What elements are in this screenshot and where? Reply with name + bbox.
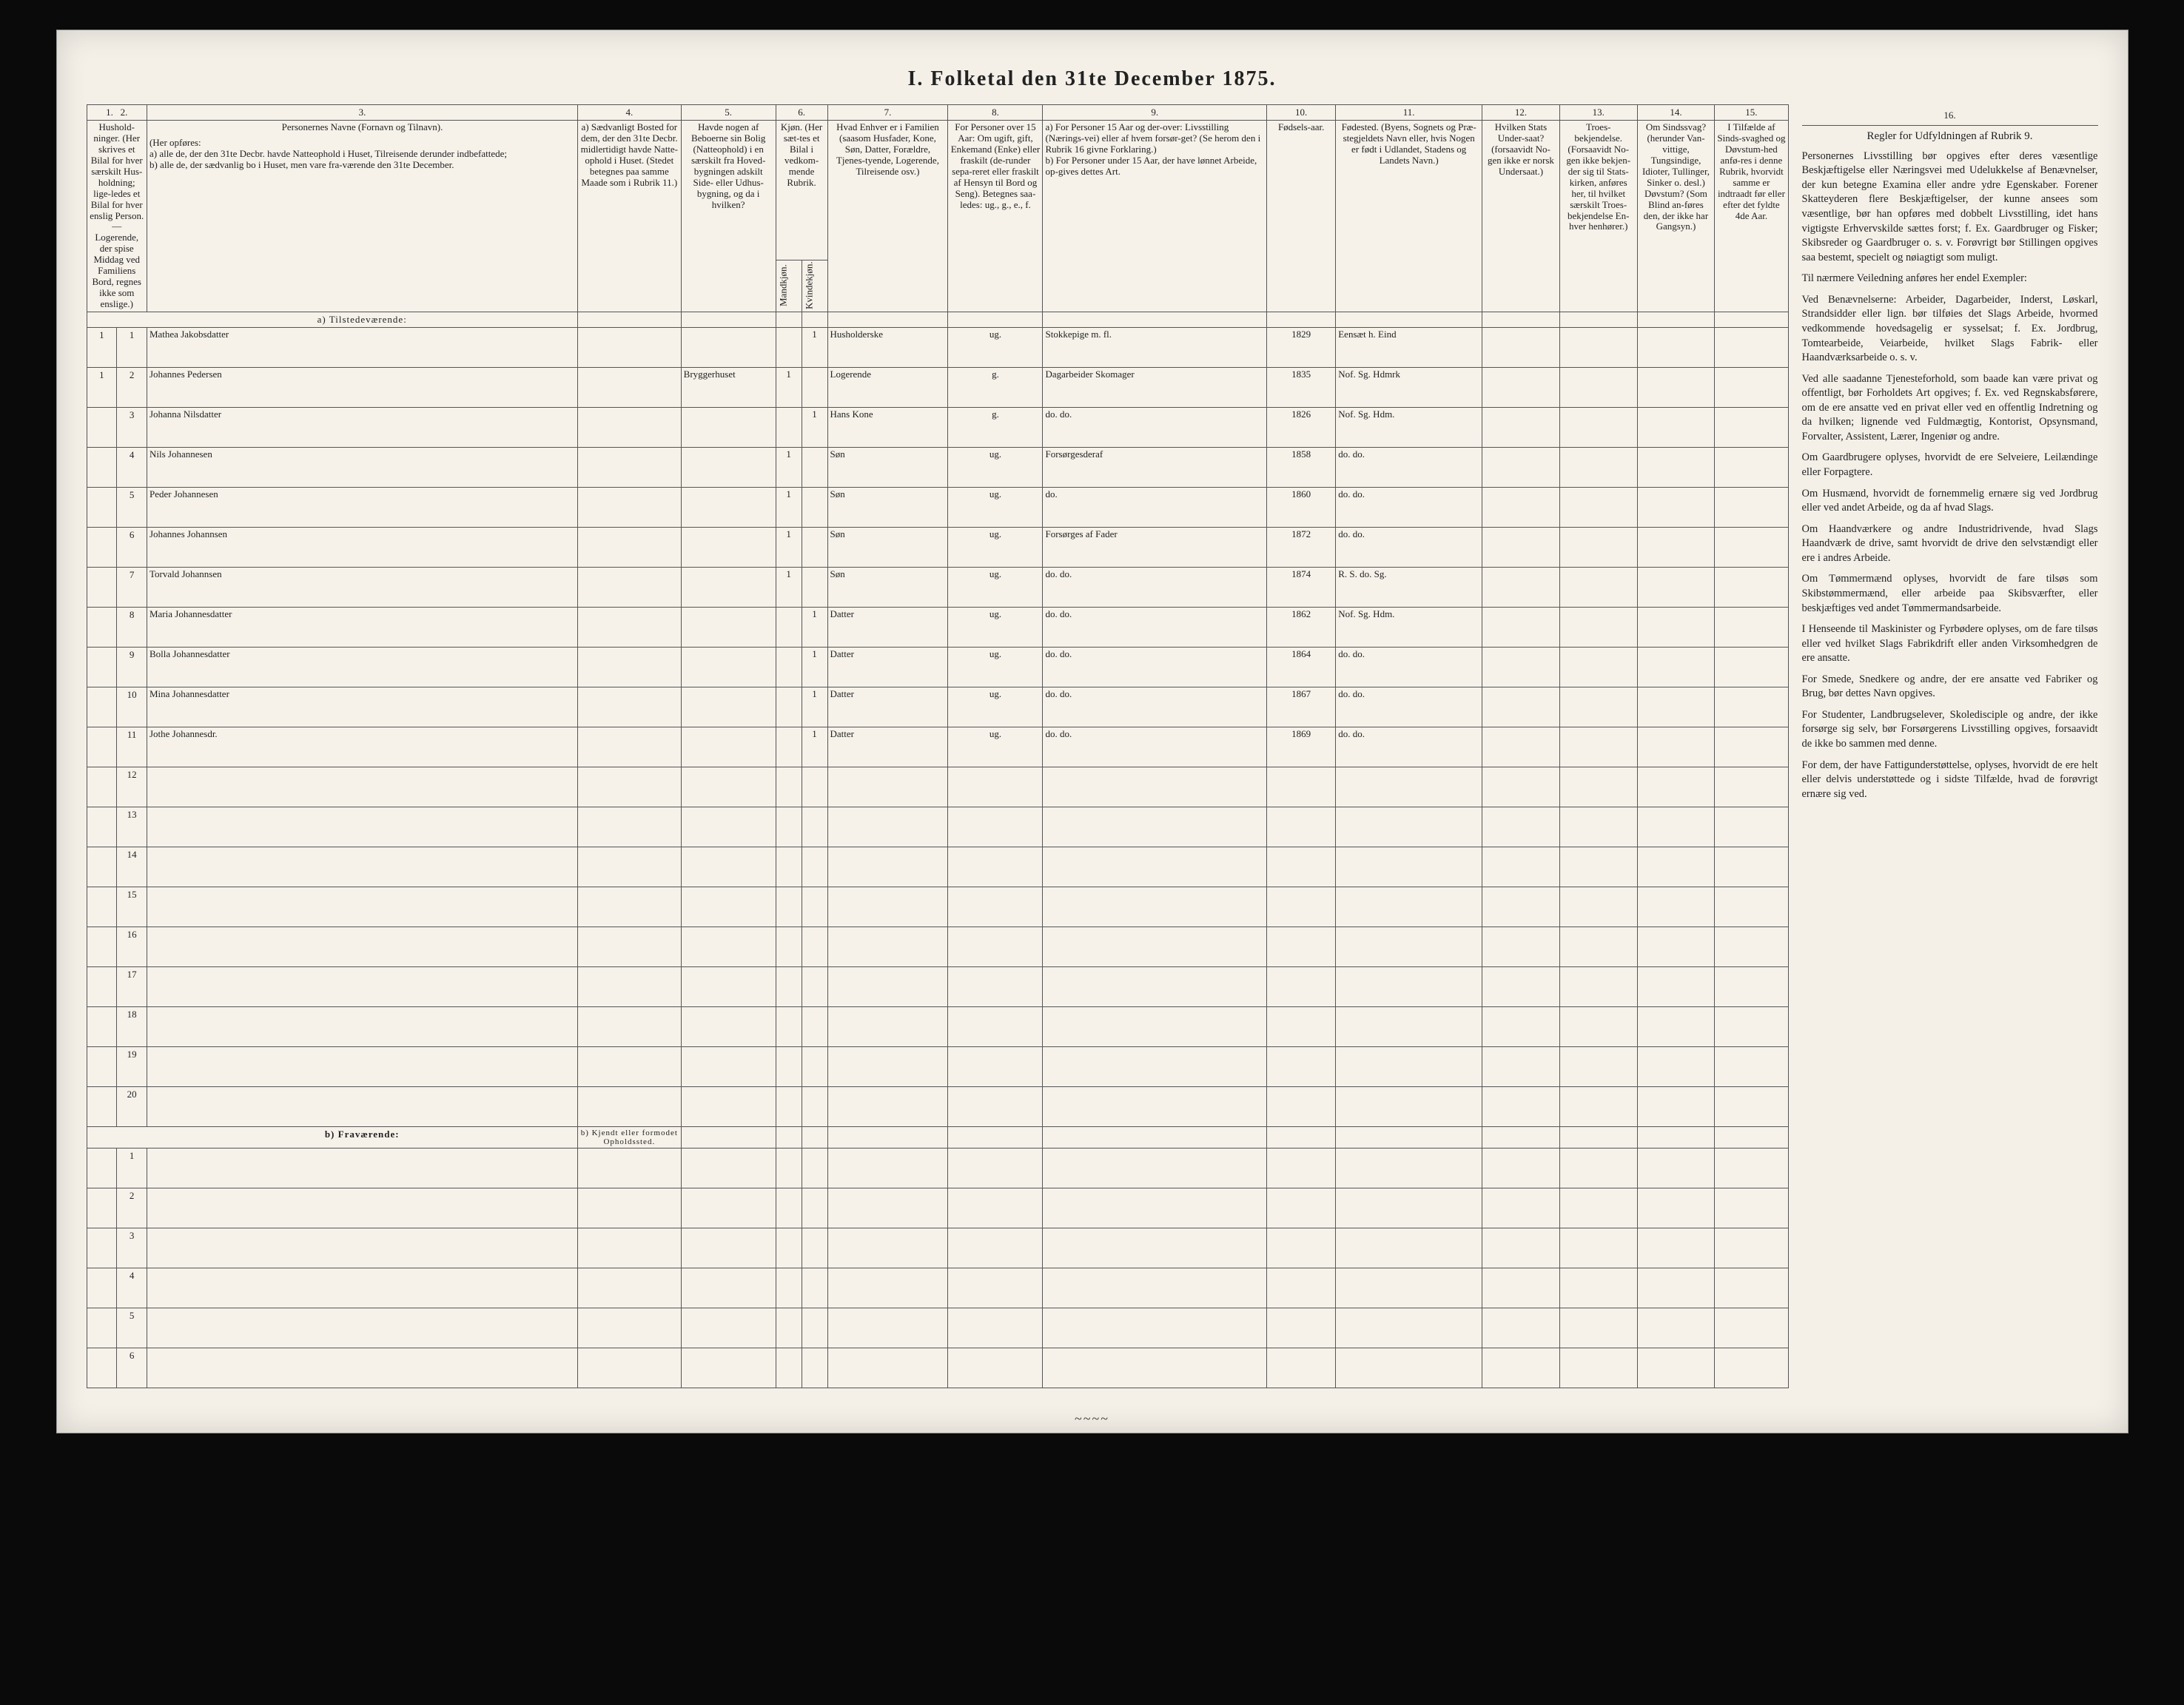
hdr-11: Fødested. (Byens, Sognets og Præ-stegjel… xyxy=(1336,121,1482,312)
table-row: 2 xyxy=(87,1188,1788,1228)
colnum-5: 5. xyxy=(681,105,776,121)
colnum-6: 6. xyxy=(776,105,827,121)
table-row: 11Jothe Johannesdr.1Datterug.do. do.1869… xyxy=(87,727,1788,767)
rules-paragraph: For Smede, Snedkere og andre, der ere an… xyxy=(1802,673,2098,702)
rules-title: Regler for Udfyldningen af Rubrik 9. xyxy=(1802,129,2098,144)
rules-paragraph: Til nærmere Veiledning anføres her endel… xyxy=(1802,272,2098,286)
hdr-4: a) Sædvanligt Bosted for dem, der den 31… xyxy=(577,121,681,312)
colnum-14: 14. xyxy=(1637,105,1715,121)
present-persons-body: a) Tilstedeværende: 11Mathea Jakobsdatte… xyxy=(87,312,1788,1126)
table-row: 17 xyxy=(87,966,1788,1006)
hdr-14: Om Sindssvag? (herunder Van-vittige, Tun… xyxy=(1637,121,1715,312)
page-layout: 1. 2. 3. 4. 5. 6. 7. 8. 9. 10. 11. 12. 1… xyxy=(87,104,2098,1388)
hdr-6: Kjøn. (Her sæt-tes et Bilal i vedkom-men… xyxy=(776,121,827,260)
census-table: 1. 2. 3. 4. 5. 6. 7. 8. 9. 10. 11. 12. 1… xyxy=(87,104,1789,1388)
hdr-6a: Mandkjøn. xyxy=(776,260,802,312)
rules-paragraph: Om Haandværkere og andre Industridrivend… xyxy=(1802,522,2098,566)
colnum-10: 10. xyxy=(1267,105,1336,121)
table-row: 6Johannes Johannsen1Sønug.Forsørges af F… xyxy=(87,527,1788,567)
colnum-13: 13. xyxy=(1559,105,1637,121)
hdr-1-2: Hushold-ninger. (Her skrives et Bilal fo… xyxy=(87,121,147,312)
rules-paragraph: For dem, der have Fattigunderstøttelse, … xyxy=(1802,759,2098,802)
table-row: 11Mathea Jakobsdatter1Husholderskeug.Sto… xyxy=(87,327,1788,367)
rules-paragraph: I Henseende til Maskinister og Fyrbødere… xyxy=(1802,622,2098,666)
rules-paragraph: Ved Benævnelserne: Arbeider, Dagarbeider… xyxy=(1802,293,2098,366)
table-row: 5 xyxy=(87,1308,1788,1348)
hdr-5: Havde nogen af Beboerne sin Bolig (Natte… xyxy=(681,121,776,312)
colnum-16: 16. xyxy=(1802,109,2098,126)
hdr-6b: Kvindekjøn. xyxy=(802,260,827,312)
section-b-label: b) Fraværende: xyxy=(147,1126,577,1148)
table-row: 3Johanna Nilsdatter1Hans Koneg.do. do.18… xyxy=(87,407,1788,447)
colnum-9: 9. xyxy=(1043,105,1267,121)
table-row: 19 xyxy=(87,1046,1788,1086)
hdr-15: I Tilfælde af Sinds-svaghed og Døvstum-h… xyxy=(1715,121,1788,312)
table-row: 3 xyxy=(87,1228,1788,1268)
hdr-13: Troes-bekjendelse. (Forsaavidt No-gen ik… xyxy=(1559,121,1637,312)
table-row: 8Maria Johannesdatter1Datterug.do. do.18… xyxy=(87,607,1788,647)
rules-paragraph: Om Gaardbrugere oplyses, hvorvidt de ere… xyxy=(1802,451,2098,480)
colnum-3: 3. xyxy=(147,105,577,121)
colnum-12: 12. xyxy=(1482,105,1560,121)
hdr-8: For Personer over 15 Aar: Om ugift, gift… xyxy=(948,121,1043,312)
rules-body: Personernes Livsstilling bør opgives eft… xyxy=(1802,149,2098,802)
table-row: 4Nils Johannesen1Sønug.Forsørgesderaf185… xyxy=(87,447,1788,487)
colnum-7: 7. xyxy=(827,105,948,121)
rules-paragraph: For Studenter, Landbrugselever, Skoledis… xyxy=(1802,708,2098,752)
hdr-9: a) For Personer 15 Aar og der-over: Livs… xyxy=(1043,121,1267,312)
section-a-label: a) Tilstedeværende: xyxy=(147,312,577,327)
table-row: 7Torvald Johannsen1Sønug.do. do.1874R. S… xyxy=(87,567,1788,607)
census-page: I. Folketal den 31te December 1875. 1. 2… xyxy=(56,30,2128,1433)
section-b-col4: b) Kjendt eller formodet Opholdssted. xyxy=(577,1126,681,1148)
hdr-12: Hvilken Stats Under-saat? (forsaavidt No… xyxy=(1482,121,1560,312)
rules-paragraph: Ved alle saadanne Tjenesteforhold, som b… xyxy=(1802,372,2098,445)
rules-paragraph: Om Tømmermænd oplyses, hvorvidt de fare … xyxy=(1802,572,2098,616)
table-row: 20 xyxy=(87,1086,1788,1126)
hdr-10: Fødsels-aar. xyxy=(1267,121,1336,312)
absent-persons-body: b) Fraværende: b) Kjendt eller formodet … xyxy=(87,1126,1788,1388)
bottom-mark: ~~~~ xyxy=(1075,1411,1109,1427)
table-row: 15 xyxy=(87,887,1788,927)
hdr-3: Personernes Navne (Fornavn og Tilnavn). … xyxy=(147,121,577,312)
census-table-area: 1. 2. 3. 4. 5. 6. 7. 8. 9. 10. 11. 12. 1… xyxy=(87,104,1789,1388)
table-row: 12 xyxy=(87,767,1788,807)
page-title: I. Folketal den 31te December 1875. xyxy=(87,67,2098,91)
table-row: 12Johannes PedersenBryggerhuset1Logerend… xyxy=(87,367,1788,407)
table-row: 5Peder Johannesen1Sønug.do.1860do. do. xyxy=(87,487,1788,527)
table-row: 6 xyxy=(87,1348,1788,1388)
hdr-7: Hvad Enhver er i Familien (saasom Husfad… xyxy=(827,121,948,312)
table-row: 1 xyxy=(87,1148,1788,1188)
section-b-header: b) Fraværende: b) Kjendt eller formodet … xyxy=(87,1126,1788,1148)
colnum-4: 4. xyxy=(577,105,681,121)
rules-column: 16. Regler for Udfyldningen af Rubrik 9.… xyxy=(1802,104,2098,1388)
table-row: 4 xyxy=(87,1268,1788,1308)
table-row: 18 xyxy=(87,1006,1788,1046)
table-row: 16 xyxy=(87,927,1788,966)
table-row: 13 xyxy=(87,807,1788,847)
header-row: Hushold-ninger. (Her skrives et Bilal fo… xyxy=(87,121,1788,260)
table-row: 9Bolla Johannesdatter1Datterug.do. do.18… xyxy=(87,647,1788,687)
table-row: 10Mina Johannesdatter1Datterug.do. do.18… xyxy=(87,687,1788,727)
colnum-1-2: 1. 2. xyxy=(87,105,147,121)
section-a-header: a) Tilstedeværende: xyxy=(87,312,1788,327)
colnum-11: 11. xyxy=(1336,105,1482,121)
rules-paragraph: Personernes Livsstilling bør opgives eft… xyxy=(1802,149,2098,266)
colnum-15: 15. xyxy=(1715,105,1788,121)
colnum-8: 8. xyxy=(948,105,1043,121)
table-row: 14 xyxy=(87,847,1788,887)
column-number-row: 1. 2. 3. 4. 5. 6. 7. 8. 9. 10. 11. 12. 1… xyxy=(87,105,1788,121)
rules-paragraph: Om Husmænd, hvorvidt de fornemmelig ernæ… xyxy=(1802,487,2098,516)
